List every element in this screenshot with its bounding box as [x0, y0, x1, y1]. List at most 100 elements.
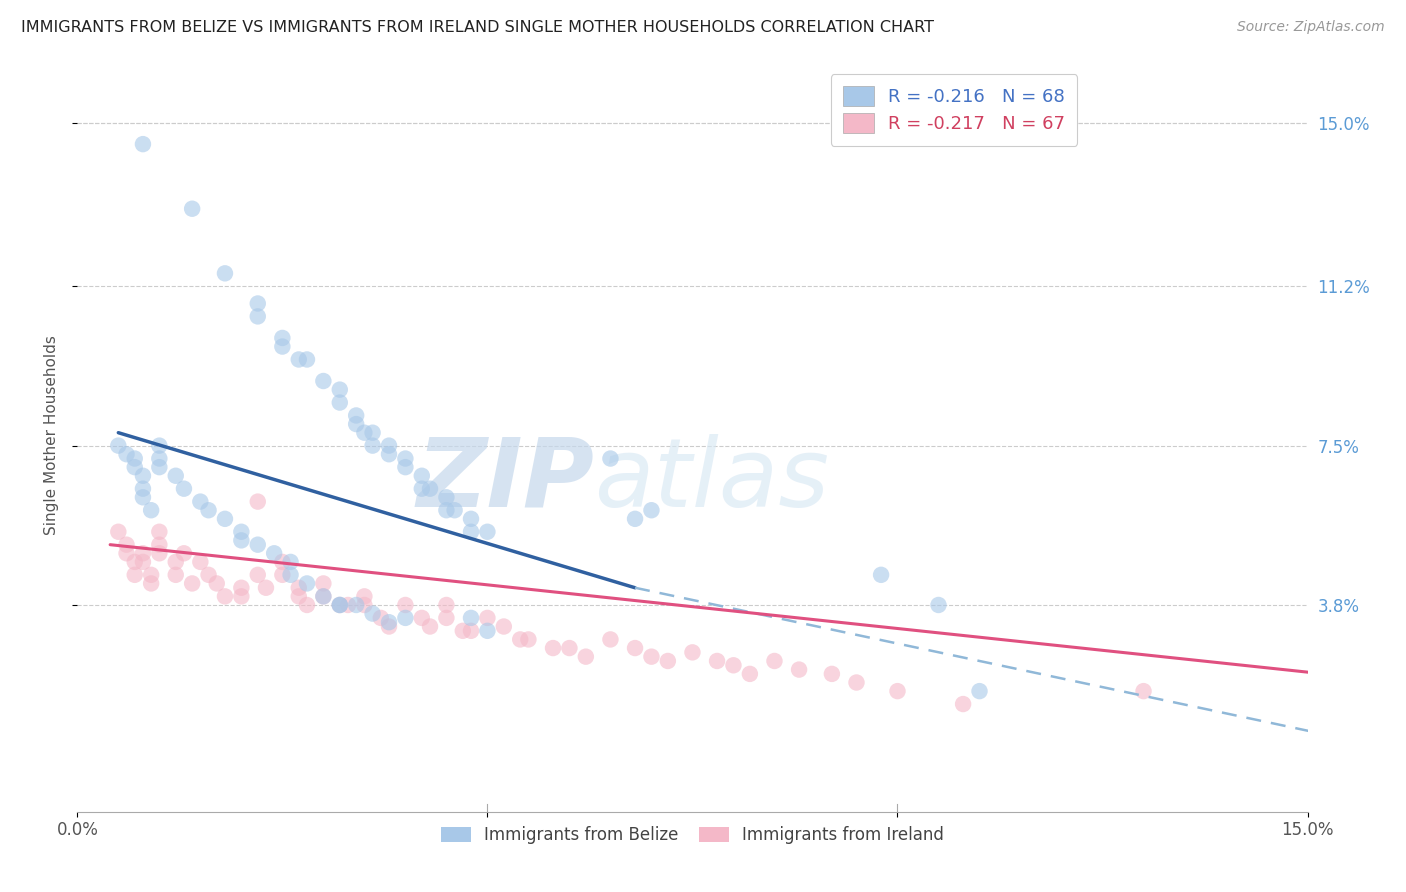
Point — [682, 645, 704, 659]
Point — [575, 649, 598, 664]
Point — [738, 666, 761, 681]
Point — [312, 374, 335, 388]
Point — [361, 439, 384, 453]
Point — [173, 546, 195, 560]
Point — [280, 567, 302, 582]
Point — [337, 598, 360, 612]
Point — [115, 447, 138, 461]
Point — [378, 619, 401, 633]
Point — [246, 310, 269, 324]
Point — [969, 684, 991, 698]
Point — [344, 417, 367, 431]
Point — [214, 512, 236, 526]
Point — [361, 607, 384, 621]
Point — [246, 538, 269, 552]
Point — [624, 641, 647, 656]
Point — [132, 137, 155, 152]
Point — [271, 340, 294, 354]
Point — [288, 590, 311, 604]
Point — [165, 555, 187, 569]
Point — [436, 503, 458, 517]
Point — [763, 654, 786, 668]
Point — [1132, 684, 1154, 698]
Point — [214, 266, 236, 280]
Point — [188, 555, 212, 569]
Point — [165, 468, 187, 483]
Point — [231, 590, 253, 604]
Point — [132, 468, 155, 483]
Text: Source: ZipAtlas.com: Source: ZipAtlas.com — [1237, 20, 1385, 34]
Point — [378, 447, 401, 461]
Point — [246, 567, 269, 582]
Point — [460, 624, 482, 638]
Point — [394, 611, 416, 625]
Point — [706, 654, 728, 668]
Text: ZIP: ZIP — [416, 434, 595, 526]
Point — [344, 598, 367, 612]
Point — [370, 611, 392, 625]
Point — [952, 697, 974, 711]
Point — [344, 409, 367, 423]
Point — [411, 468, 433, 483]
Point — [148, 538, 170, 552]
Text: atlas: atlas — [595, 434, 830, 526]
Point — [723, 658, 745, 673]
Point — [295, 598, 318, 612]
Point — [394, 460, 416, 475]
Point — [181, 576, 204, 591]
Point — [124, 451, 146, 466]
Point — [436, 611, 458, 625]
Point — [246, 494, 269, 508]
Point — [477, 624, 499, 638]
Point — [148, 451, 170, 466]
Y-axis label: Single Mother Households: Single Mother Households — [44, 334, 59, 535]
Point — [312, 590, 335, 604]
Point — [295, 352, 318, 367]
Point — [419, 619, 441, 633]
Point — [558, 641, 581, 656]
Point — [329, 598, 352, 612]
Point — [197, 567, 219, 582]
Point — [173, 482, 195, 496]
Point — [197, 503, 219, 517]
Point — [353, 425, 375, 440]
Point — [115, 546, 138, 560]
Point — [460, 512, 482, 526]
Point — [115, 538, 138, 552]
Point — [928, 598, 950, 612]
Point — [640, 503, 662, 517]
Point — [411, 482, 433, 496]
Point — [419, 482, 441, 496]
Point — [295, 576, 318, 591]
Point — [148, 439, 170, 453]
Point — [361, 425, 384, 440]
Point — [214, 590, 236, 604]
Point — [378, 615, 401, 630]
Point — [148, 546, 170, 560]
Point — [541, 641, 564, 656]
Point — [107, 439, 129, 453]
Point — [451, 624, 474, 638]
Point — [148, 524, 170, 539]
Legend: Immigrants from Belize, Immigrants from Ireland: Immigrants from Belize, Immigrants from … — [433, 818, 952, 853]
Text: IMMIGRANTS FROM BELIZE VS IMMIGRANTS FROM IRELAND SINGLE MOTHER HOUSEHOLDS CORRE: IMMIGRANTS FROM BELIZE VS IMMIGRANTS FRO… — [21, 20, 934, 35]
Point — [821, 666, 844, 681]
Point — [329, 395, 352, 409]
Point — [254, 581, 277, 595]
Point — [624, 512, 647, 526]
Point — [509, 632, 531, 647]
Point — [886, 684, 908, 698]
Point — [231, 533, 253, 548]
Point — [124, 460, 146, 475]
Point — [132, 491, 155, 505]
Point — [271, 567, 294, 582]
Point — [132, 482, 155, 496]
Point — [599, 451, 621, 466]
Point — [492, 619, 515, 633]
Point — [132, 546, 155, 560]
Point — [329, 383, 352, 397]
Point — [288, 352, 311, 367]
Point — [394, 598, 416, 612]
Point — [378, 439, 401, 453]
Point — [231, 581, 253, 595]
